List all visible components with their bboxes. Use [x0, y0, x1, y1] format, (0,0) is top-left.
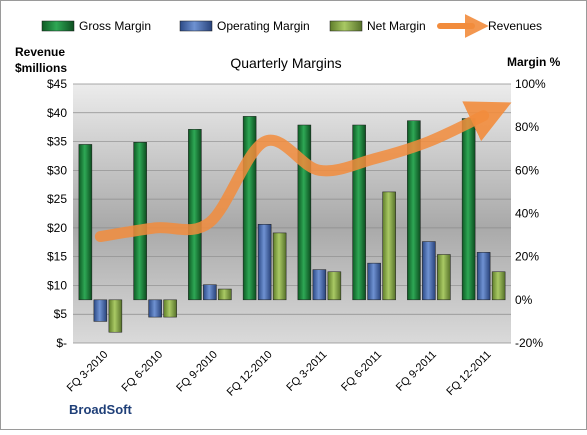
left-tick-label: $10 — [47, 278, 67, 292]
bar-operating-margin — [312, 269, 327, 301]
bar-operating-margin — [257, 224, 272, 301]
legend-swatch-net-margin — [329, 20, 363, 32]
right-tick-label: 20% — [515, 250, 539, 264]
right-tick-label: 40% — [515, 207, 539, 221]
bar-gross-margin — [133, 142, 147, 301]
right-axis: -20% 0% 20% 40% 60% 80% 100% — [515, 77, 546, 350]
legend-label: Gross Margin — [79, 19, 151, 33]
right-tick-label: 100% — [515, 77, 546, 91]
bar-gross-margin — [407, 120, 421, 301]
bar-net-margin — [382, 191, 396, 301]
legend-swatch-gross-margin — [41, 20, 75, 32]
bar-net-margin — [437, 254, 451, 301]
bar-operating-margin — [93, 299, 108, 322]
bar-gross-margin — [461, 118, 476, 301]
legend-label: Revenues — [488, 19, 542, 33]
left-tick-label: $45 — [47, 77, 67, 91]
legend-label: Net Margin — [367, 19, 426, 33]
bar-net-margin — [491, 271, 506, 301]
bar-net-margin — [163, 299, 177, 318]
legend: Gross Margin Operating Margin Net Margin Re… — [41, 14, 542, 38]
bars-group — [78, 116, 506, 333]
bar-gross-margin — [352, 124, 366, 301]
legend-label: Operating Margin — [217, 19, 310, 33]
revenue-line-group — [94, 101, 512, 243]
left-tick-label: $40 — [47, 106, 67, 120]
right-tick-label: 80% — [515, 120, 539, 134]
bar-net-margin — [108, 299, 123, 333]
chart-title: Quarterly Margins — [230, 55, 341, 71]
bar-net-margin — [327, 271, 342, 301]
left-tick-label: $15 — [47, 250, 67, 264]
left-axis-label-line2: $millions — [15, 61, 67, 75]
bar-gross-margin — [188, 129, 202, 301]
bar-net-margin — [272, 232, 287, 301]
left-tick-label: $25 — [47, 192, 67, 206]
bar-operating-margin — [367, 262, 381, 301]
right-axis-label: Margin % — [507, 55, 561, 69]
bar-gross-margin — [78, 144, 93, 301]
left-tick-label: $- — [56, 336, 67, 350]
bar-operating-margin — [476, 252, 491, 301]
right-tick-label: -20% — [515, 336, 543, 350]
bar-operating-margin — [422, 241, 436, 301]
right-tick-label: 60% — [515, 163, 539, 177]
footer-company: BroadSoft — [69, 402, 133, 417]
left-axis-label-line1: Revenue — [15, 45, 65, 59]
legend-swatch-operating-margin — [179, 20, 213, 32]
bar-operating-margin — [203, 284, 217, 301]
left-tick-label: $30 — [47, 163, 67, 177]
revenue-line — [94, 101, 512, 243]
left-axis: $- $5 $10 $15 $20 $25 $30 $35 $40 $45 — [47, 77, 67, 350]
bar-net-margin — [218, 288, 232, 301]
left-tick-label: $35 — [47, 135, 67, 149]
left-tick-label: $5 — [54, 307, 68, 321]
left-tick-label: $20 — [47, 221, 67, 235]
bar-operating-margin — [148, 299, 162, 318]
right-tick-label: 0% — [515, 293, 533, 307]
